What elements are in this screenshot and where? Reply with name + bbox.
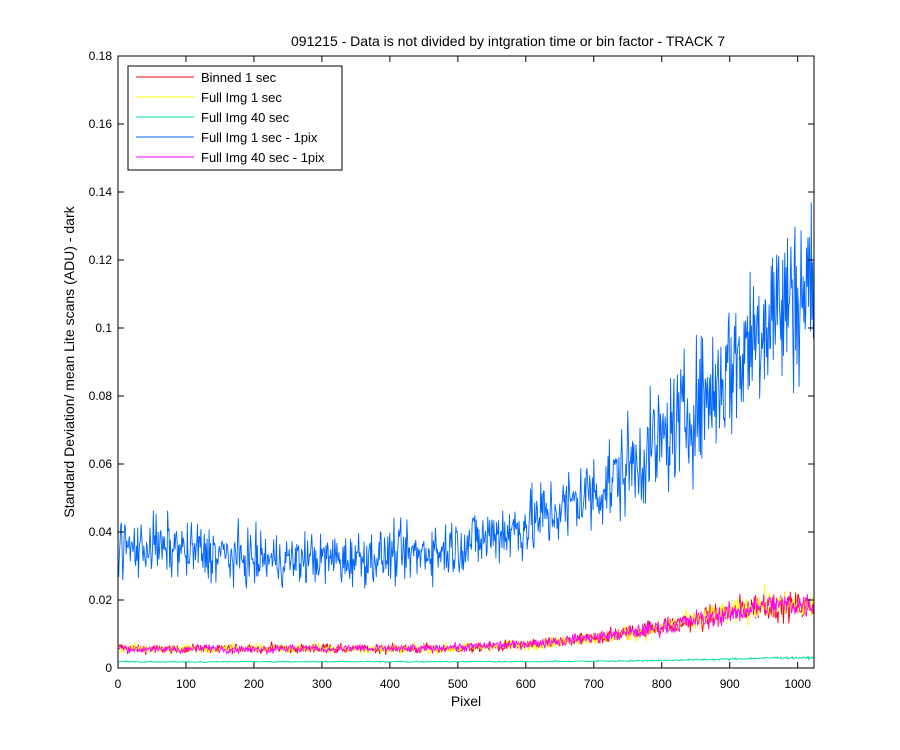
legend: Binned 1 sec Full Img 1 sec Full Img 40 se… [127,65,343,171]
legend-label-4: Full Img 1 sec - 1pix [201,130,318,145]
y-tick-label: 0.18 [89,49,113,63]
x-tick-label: 700 [584,677,604,691]
x-tick-label: 900 [720,677,740,691]
y-tick-label: 0.14 [89,185,113,199]
plot-frame [117,55,815,669]
y-axis-ticks: 0 0.02 0.04 0.06 0.08 0.1 0.12 0.14 0.16 0.18 [89,49,814,675]
legend-label-5: Full Img 40 sec - 1pix [201,150,325,165]
y-axis-label: Standard Deviation/ mean Lite scans (ADU… [61,205,77,517]
y-tick-label: 0 [105,661,112,675]
y-tick-label: 0.1 [95,321,112,335]
x-tick-label: 800 [652,677,672,691]
x-tick-label: 100 [176,677,196,691]
y-tick-label: 0.16 [89,117,113,131]
y-tick-label: 0.08 [89,389,113,403]
series-layer [118,202,815,664]
legend-label-3: Full Img 40 sec [201,110,290,125]
x-tick-label: 400 [380,677,400,691]
series-line-3 [118,655,815,664]
y-tick-label: 0.12 [89,253,113,267]
x-tick-label: 1000 [784,677,811,691]
x-tick-label: 500 [448,677,468,691]
series-line-5 [118,593,815,656]
x-tick-label: 0 [115,677,122,691]
series-line-4 [118,202,815,589]
chart-title: 091215 - Data is not divided by intgrati… [291,33,725,49]
x-tick-label: 600 [516,677,536,691]
x-tick-label: 300 [312,677,332,691]
x-axis-ticks: 0 100 200 300 400 500 600 700 800 900 1000 [115,56,811,691]
x-axis-label: Pixel [451,693,481,709]
legend-box [127,65,343,171]
y-tick-label: 0.04 [89,525,113,539]
y-tick-label: 0.06 [89,457,113,471]
x-tick-label: 200 [244,677,264,691]
legend-label-1: Binned 1 sec [201,70,277,85]
y-tick-label: 0.02 [89,593,113,607]
legend-label-2: Full Img 1 sec [201,90,282,105]
